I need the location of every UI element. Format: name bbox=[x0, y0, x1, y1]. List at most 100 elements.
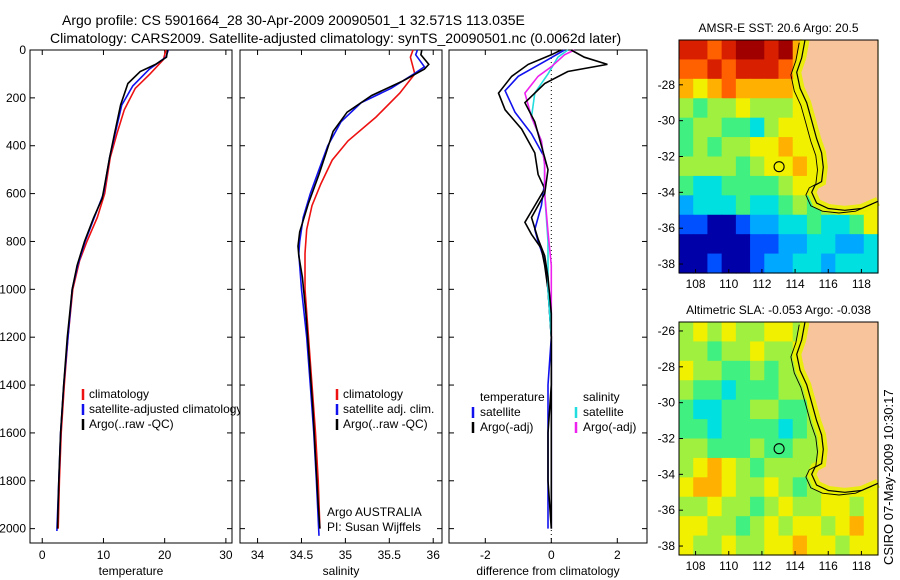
sla-map-land bbox=[796, 322, 878, 493]
sla-map-cell bbox=[679, 516, 694, 537]
diff-legend-sal-label: Argo(-adj) bbox=[583, 420, 636, 434]
sst-map-cell bbox=[835, 253, 851, 274]
sla-map-cell bbox=[792, 457, 808, 478]
sla-map-cell bbox=[764, 516, 780, 537]
temperature-ytick-label: 0 bbox=[19, 43, 26, 57]
sst-map-cell bbox=[750, 175, 765, 196]
sst-map-cell bbox=[792, 214, 808, 235]
sla-map-coastline bbox=[796, 321, 879, 493]
temperature-xlabel: temperature bbox=[99, 564, 164, 578]
sla-map-cell bbox=[735, 399, 751, 420]
sst-map-cell bbox=[721, 195, 737, 216]
sla-map-cell bbox=[792, 399, 808, 420]
sst-map-cell bbox=[735, 156, 751, 177]
sst-map-cell bbox=[764, 214, 780, 235]
diff-legend-temp-title: temperature bbox=[480, 390, 545, 404]
sst-map-land bbox=[796, 40, 878, 211]
sst-map-cell bbox=[707, 195, 723, 216]
sla-map-cell bbox=[721, 341, 737, 362]
salinity-xtick-label: 35.5 bbox=[378, 548, 402, 562]
sla-map-cell bbox=[735, 322, 751, 343]
sst-map-title: AMSR-E SST: 20.6 Argo: 20.5 bbox=[698, 21, 858, 35]
sla-map-cell bbox=[693, 341, 709, 362]
sla-map-ytick-label: -28 bbox=[658, 360, 676, 374]
sla-map-cell bbox=[707, 438, 723, 459]
sst-map-panel: 108 110 112 114 116 118 -28 -30 -32 -34 -36 -38 AMSR… bbox=[658, 21, 880, 291]
sla-map-cell bbox=[806, 516, 822, 537]
sst-map-cell bbox=[735, 234, 751, 255]
salinity-xtick-label: 35 bbox=[339, 548, 353, 562]
sla-map-cell bbox=[721, 535, 737, 556]
salinity-legend-label: climatology bbox=[343, 387, 403, 401]
sla-map-cell bbox=[679, 322, 694, 343]
sla-map-cell bbox=[679, 438, 694, 459]
sla-map-cell bbox=[735, 496, 751, 517]
sla-map-cell bbox=[821, 496, 836, 517]
sla-map-cell bbox=[764, 380, 780, 401]
sst-map-cell bbox=[707, 156, 723, 177]
difference-series-4 bbox=[523, 49, 608, 529]
sla-map-cell bbox=[792, 535, 808, 556]
sst-map-cell bbox=[679, 175, 694, 196]
sst-map-cell bbox=[863, 253, 879, 274]
sst-map-shelf-contour bbox=[790, 42, 873, 214]
sla-map-ytick-label: -36 bbox=[658, 503, 676, 517]
sst-map-cell bbox=[750, 214, 765, 235]
temperature-ytick-label: 1800 bbox=[0, 474, 26, 488]
temperature-legend-label: climatology bbox=[89, 387, 149, 401]
sst-map-cell bbox=[764, 78, 780, 99]
sla-map-xtick-label: 118 bbox=[852, 559, 871, 573]
sst-map-cell bbox=[750, 117, 765, 138]
sst-map-cell bbox=[693, 253, 709, 274]
sst-map-cell bbox=[735, 253, 751, 274]
sst-map-ytick-label: -30 bbox=[658, 114, 676, 128]
sla-map-ytick-label: -34 bbox=[658, 467, 676, 481]
sst-map-cell bbox=[735, 214, 751, 235]
sst-map-cell bbox=[863, 214, 879, 235]
sst-map-cell bbox=[721, 59, 737, 80]
sla-map-cell bbox=[721, 360, 737, 381]
sla-map-cell bbox=[693, 535, 709, 556]
profile-panel-temperature: 0 10 20 30 0 200 400 600 800 1000 1200 1400 1600 1800… bbox=[0, 43, 242, 578]
sla-map-cell bbox=[679, 496, 694, 517]
sla-map-cell bbox=[693, 477, 709, 498]
sla-map-xtick-label: 110 bbox=[719, 559, 738, 573]
sst-map-cell bbox=[679, 98, 694, 119]
salinity-xtick-label: 36 bbox=[427, 548, 441, 562]
diff-legend-sal-label: satellite bbox=[583, 405, 624, 419]
sla-map-cell bbox=[778, 322, 794, 343]
sla-map-cell bbox=[806, 438, 822, 459]
sla-map-cell bbox=[764, 438, 780, 459]
sst-map-cell bbox=[693, 137, 709, 158]
sla-map-cell bbox=[693, 380, 709, 401]
sla-map-cell bbox=[849, 496, 865, 517]
sst-map-cell bbox=[679, 117, 694, 138]
sst-map-cell bbox=[778, 137, 794, 158]
sla-map-cell bbox=[778, 438, 794, 459]
sst-map-cell bbox=[792, 175, 808, 196]
sst-map-cell bbox=[835, 214, 851, 235]
sla-map-cell bbox=[849, 535, 865, 556]
sla-map-cell bbox=[792, 516, 808, 537]
sla-map-cell bbox=[721, 399, 737, 420]
sst-map-cell bbox=[679, 156, 694, 177]
sla-map-cell bbox=[707, 341, 723, 362]
sst-map-cell bbox=[679, 234, 694, 255]
sla-map-xtick-label: 108 bbox=[686, 559, 706, 573]
sla-map-cell bbox=[693, 360, 709, 381]
sla-map-cell bbox=[735, 516, 751, 537]
salinity-annotation: Argo AUSTRALIA bbox=[327, 505, 422, 519]
sla-map-cell bbox=[707, 516, 723, 537]
temperature-ytick-label: 200 bbox=[6, 91, 26, 105]
sla-map-cell bbox=[792, 496, 808, 517]
sla-map-cell bbox=[735, 360, 751, 381]
sla-map-cell bbox=[707, 496, 723, 517]
sla-map-cell bbox=[750, 516, 765, 537]
salinity-annotation: PI: Susan Wijffels bbox=[327, 520, 421, 534]
header-line-1: Argo profile: CS 5901664_28 30-Apr-2009 … bbox=[62, 12, 525, 28]
temperature-xtick-label: 0 bbox=[39, 548, 46, 562]
temperature-ytick-label: 1000 bbox=[0, 282, 26, 296]
sla-map-cell bbox=[778, 419, 794, 440]
sla-map-cell bbox=[735, 341, 751, 362]
sst-map-cell bbox=[764, 40, 780, 61]
